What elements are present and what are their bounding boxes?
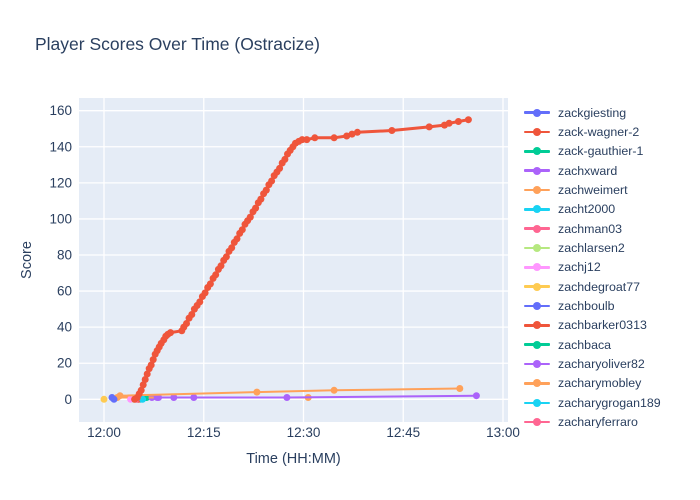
svg-text:13:00: 13:00	[486, 425, 520, 440]
legend-line-marker-icon	[524, 147, 550, 156]
legend-label: zachxward	[558, 163, 618, 178]
legend-item-zachdegroat77[interactable]: zachdegroat77	[524, 277, 700, 296]
legend-item-zacharyoliver82[interactable]: zacharyoliver82	[524, 354, 700, 373]
legend-item-zacharymobley[interactable]: zacharymobley	[524, 374, 700, 393]
legend-line-marker-icon	[524, 321, 550, 330]
legend-line-marker-icon	[524, 166, 550, 175]
legend-item-zack-gauthier-1[interactable]: zack-gauthier-1	[524, 142, 700, 161]
legend-line-marker-icon	[524, 379, 550, 388]
legend-line-marker-icon	[524, 108, 550, 117]
legend-line-marker-icon	[524, 282, 550, 291]
legend-label: zack-gauthier-1	[558, 144, 644, 159]
svg-text:12:30: 12:30	[287, 425, 321, 440]
series-zacharymobley	[116, 385, 464, 400]
legend: zackgiesting zack-wagner-2 zack-gauthier-1…	[524, 103, 700, 428]
series-zachdegroat77	[100, 395, 108, 403]
legend-item-zacharygrogan189[interactable]: zacharygrogan189	[524, 393, 700, 412]
svg-text:12:15: 12:15	[187, 425, 221, 440]
legend-label: zacharyoliver82	[558, 357, 645, 372]
svg-text:20: 20	[57, 356, 72, 371]
legend-label: zacharymobley	[558, 376, 642, 391]
legend-item-zack-wagner-2[interactable]: zack-wagner-2	[524, 122, 700, 141]
x-tick-labels: 12:00 12:15 12:30 12:45 13:00	[87, 425, 520, 440]
svg-text:0: 0	[64, 392, 72, 407]
svg-text:40: 40	[57, 320, 72, 335]
legend-line-marker-icon	[524, 360, 550, 369]
legend-label: zachdegroat77	[558, 279, 640, 294]
legend-line-marker-icon	[524, 398, 550, 407]
legend-line-marker-icon	[524, 302, 550, 311]
svg-text:12:00: 12:00	[87, 425, 121, 440]
legend-item-zachbarker0313[interactable]: zachbarker0313	[524, 316, 700, 335]
legend-item-zachlarsen2[interactable]: zachlarsen2	[524, 238, 700, 257]
legend-label: zacht2000	[558, 202, 616, 217]
legend-item-zacharyferraro[interactable]: zacharyferraro	[524, 413, 700, 428]
series-zacharyoliver82	[153, 392, 480, 401]
x-axis-title: Time (HH:MM)	[246, 451, 341, 467]
series-zachboulb	[110, 395, 118, 403]
legend-label: zachj12	[558, 260, 601, 275]
svg-text:140: 140	[49, 139, 72, 154]
chart-title: Player Scores Over Time (Ostracize)	[35, 34, 320, 54]
y-axis-title: Score	[19, 241, 35, 279]
legend-label: zachbaca	[558, 337, 612, 352]
legend-item-zacht2000[interactable]: zacht2000	[524, 200, 700, 219]
series-zacharygrogan189	[139, 395, 147, 403]
svg-text:160: 160	[49, 103, 72, 118]
y-tick-labels: 0 20 40 60 80 100 120 140 160	[49, 103, 72, 407]
legend-label: zacharyferraro	[558, 415, 638, 428]
legend-label: zackgiesting	[558, 105, 627, 120]
legend-item-zachboulb[interactable]: zachboulb	[524, 296, 700, 315]
svg-text:60: 60	[57, 284, 72, 299]
legend-item-zachj12[interactable]: zachj12	[524, 258, 700, 277]
legend-item-zachweimert[interactable]: zachweimert	[524, 180, 700, 199]
svg-text:100: 100	[49, 211, 72, 226]
legend-item-zachman03[interactable]: zachman03	[524, 219, 700, 238]
series-zack-wagner-2	[131, 116, 472, 403]
legend-label: zachbarker0313	[558, 318, 647, 333]
legend-label: zachboulb	[558, 299, 615, 314]
legend-label: zacharygrogan189	[558, 395, 661, 410]
legend-label: zachweimert	[558, 183, 628, 198]
legend-line-marker-icon	[524, 340, 550, 349]
svg-text:80: 80	[57, 248, 72, 263]
legend-line-marker-icon	[524, 244, 550, 253]
legend-label: zachman03	[558, 221, 623, 236]
legend-line-marker-icon	[524, 224, 550, 233]
legend-line-marker-icon	[524, 186, 550, 195]
svg-text:120: 120	[49, 175, 72, 190]
legend-line-marker-icon	[524, 263, 550, 272]
legend-item-zachxward[interactable]: zachxward	[524, 161, 700, 180]
legend-line-marker-icon	[524, 205, 550, 214]
legend-label: zachlarsen2	[558, 241, 625, 256]
legend-line-marker-icon	[524, 418, 550, 427]
legend-item-zachbaca[interactable]: zachbaca	[524, 335, 700, 354]
legend-line-marker-icon	[524, 128, 550, 137]
legend-item-zackgiesting[interactable]: zackgiesting	[524, 103, 700, 122]
gridlines	[79, 98, 508, 422]
legend-label: zack-wagner-2	[558, 125, 640, 140]
svg-text:12:45: 12:45	[386, 425, 420, 440]
